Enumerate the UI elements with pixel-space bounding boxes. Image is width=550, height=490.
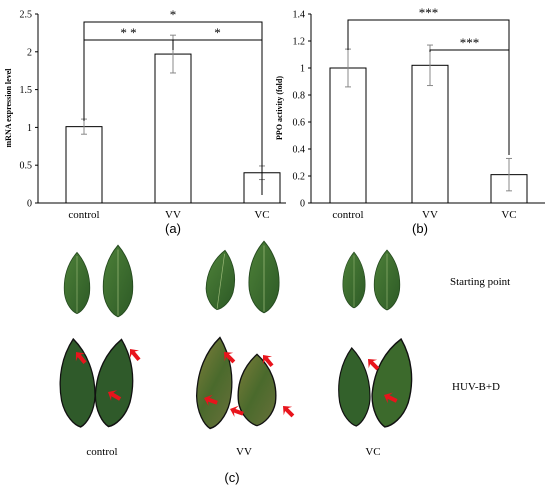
chart-b-panel-label: (b) bbox=[412, 221, 428, 236]
photo-panel: Starting point HUV-B+D control VV VC (c) bbox=[55, 240, 510, 485]
a-significance-label: * * bbox=[120, 25, 136, 40]
red-arrow-icon bbox=[384, 392, 398, 404]
a-significance-bracket: * bbox=[83, 7, 263, 195]
red-arrow-icon bbox=[204, 394, 218, 407]
column-label-vv: VV bbox=[236, 446, 252, 458]
b-significance-bracket: *** bbox=[347, 5, 510, 150]
red-arrow-icon bbox=[283, 406, 295, 418]
chart-a: 0 0.5 1 1.5 2 2.5 control VV VC * * * * mRNA expr… bbox=[4, 7, 286, 236]
a-bar-vv bbox=[154, 53, 192, 204]
b-category-label: VC bbox=[501, 209, 516, 221]
b-errorbar-vc bbox=[506, 157, 512, 192]
b-significance-label: *** bbox=[419, 5, 439, 20]
chart-b-ylabel: PPO activity (fold) bbox=[275, 76, 284, 140]
column-label-vc: VC bbox=[365, 446, 380, 458]
leaf-huv-vv-left bbox=[192, 333, 238, 433]
a-category-label: control bbox=[68, 209, 99, 221]
row-label-huv: HUV-B+D bbox=[452, 381, 500, 393]
a-ytick-label: 1 bbox=[27, 123, 32, 134]
leaf-huv-vc-right bbox=[365, 333, 421, 433]
a-ytick-label: 2 bbox=[27, 47, 32, 58]
b-ytick-label: 0.8 bbox=[293, 91, 306, 102]
leaf-start-control-right bbox=[102, 244, 134, 318]
red-arrow-icon bbox=[368, 359, 380, 371]
b-ytick-label: 1 bbox=[300, 64, 305, 75]
red-arrow-icon bbox=[224, 352, 236, 364]
chart-a-ylabel: mRNA expression level bbox=[4, 68, 13, 148]
a-ytick-label: 0 bbox=[27, 199, 32, 210]
red-arrow-icon bbox=[262, 355, 274, 368]
b-significance-label: *** bbox=[460, 35, 480, 50]
leaf-start-vv-left bbox=[202, 247, 240, 313]
b-ytick-label: 0.6 bbox=[293, 118, 306, 129]
b-bar-control bbox=[329, 67, 367, 204]
leaf-start-vc-left bbox=[342, 251, 366, 309]
a-category-label: VV bbox=[165, 209, 181, 221]
b-ytick-label: 1.2 bbox=[293, 37, 306, 48]
photo-panel-label: (c) bbox=[224, 470, 239, 485]
b-ytick-label: 0.4 bbox=[293, 145, 306, 156]
red-arrow-icon bbox=[129, 349, 141, 362]
b-ytick-label: 0.2 bbox=[293, 172, 306, 183]
leaf-huv-vc-left bbox=[335, 345, 373, 429]
leaf-start-control-left bbox=[63, 251, 91, 315]
b-category-label: VV bbox=[422, 209, 438, 221]
red-arrow-icon bbox=[75, 352, 87, 365]
a-category-label: VC bbox=[254, 209, 269, 221]
b-ytick-label: 1.4 bbox=[293, 10, 306, 21]
row-label-starting-point: Starting point bbox=[450, 276, 510, 288]
chart-a-panel-label: (a) bbox=[165, 221, 181, 236]
b-ytick-label: 0 bbox=[300, 199, 305, 210]
red-arrow-icon bbox=[230, 405, 244, 418]
leaf-start-vv-right bbox=[248, 240, 280, 314]
a-ytick-label: 1.5 bbox=[20, 85, 33, 96]
b-category-label: control bbox=[332, 209, 363, 221]
chart-b: 00.20.40.60.811.21.4 control VV VC ****** … bbox=[275, 5, 545, 236]
a-significance-label: * bbox=[170, 7, 177, 22]
a-significance-label: * bbox=[214, 25, 221, 40]
leaf-start-vc-right bbox=[373, 249, 401, 311]
column-label-control: control bbox=[86, 446, 117, 458]
a-ytick-label: 0.5 bbox=[20, 161, 33, 172]
leaf-huv-control-left bbox=[55, 336, 99, 430]
a-bar-control bbox=[65, 126, 103, 204]
b-bar-vv bbox=[411, 64, 449, 204]
a-ytick-label: 2.5 bbox=[20, 10, 33, 21]
red-arrow-icon bbox=[108, 390, 122, 401]
